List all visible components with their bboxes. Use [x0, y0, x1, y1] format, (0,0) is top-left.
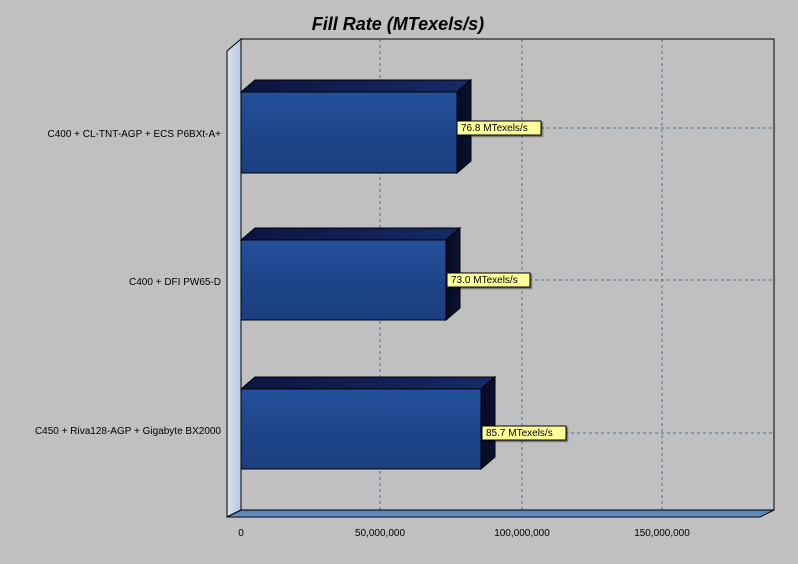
svg-text:Fill Rate (MTexels/s): Fill Rate (MTexels/s) [312, 14, 484, 34]
svg-text:85.7 MTexels/s: 85.7 MTexels/s [486, 428, 553, 439]
svg-text:76.8 MTexels/s: 76.8 MTexels/s [461, 123, 528, 134]
svg-text:C400 + DFI PW65-D: C400 + DFI PW65-D [129, 277, 221, 288]
svg-text:150,000,000: 150,000,000 [634, 528, 690, 539]
svg-text:73.0 MTexels/s: 73.0 MTexels/s [451, 275, 518, 286]
svg-text:100,000,000: 100,000,000 [494, 528, 550, 539]
svg-text:50,000,000: 50,000,000 [355, 528, 405, 539]
svg-text:0: 0 [238, 528, 244, 539]
svg-text:C450 + Riva128-AGP + Gigabyte: C450 + Riva128-AGP + Gigabyte BX2000 [35, 426, 221, 437]
svg-text:C400 + CL-TNT-AGP + ECS P6BXt-: C400 + CL-TNT-AGP + ECS P6BXt-A+ [48, 129, 222, 140]
